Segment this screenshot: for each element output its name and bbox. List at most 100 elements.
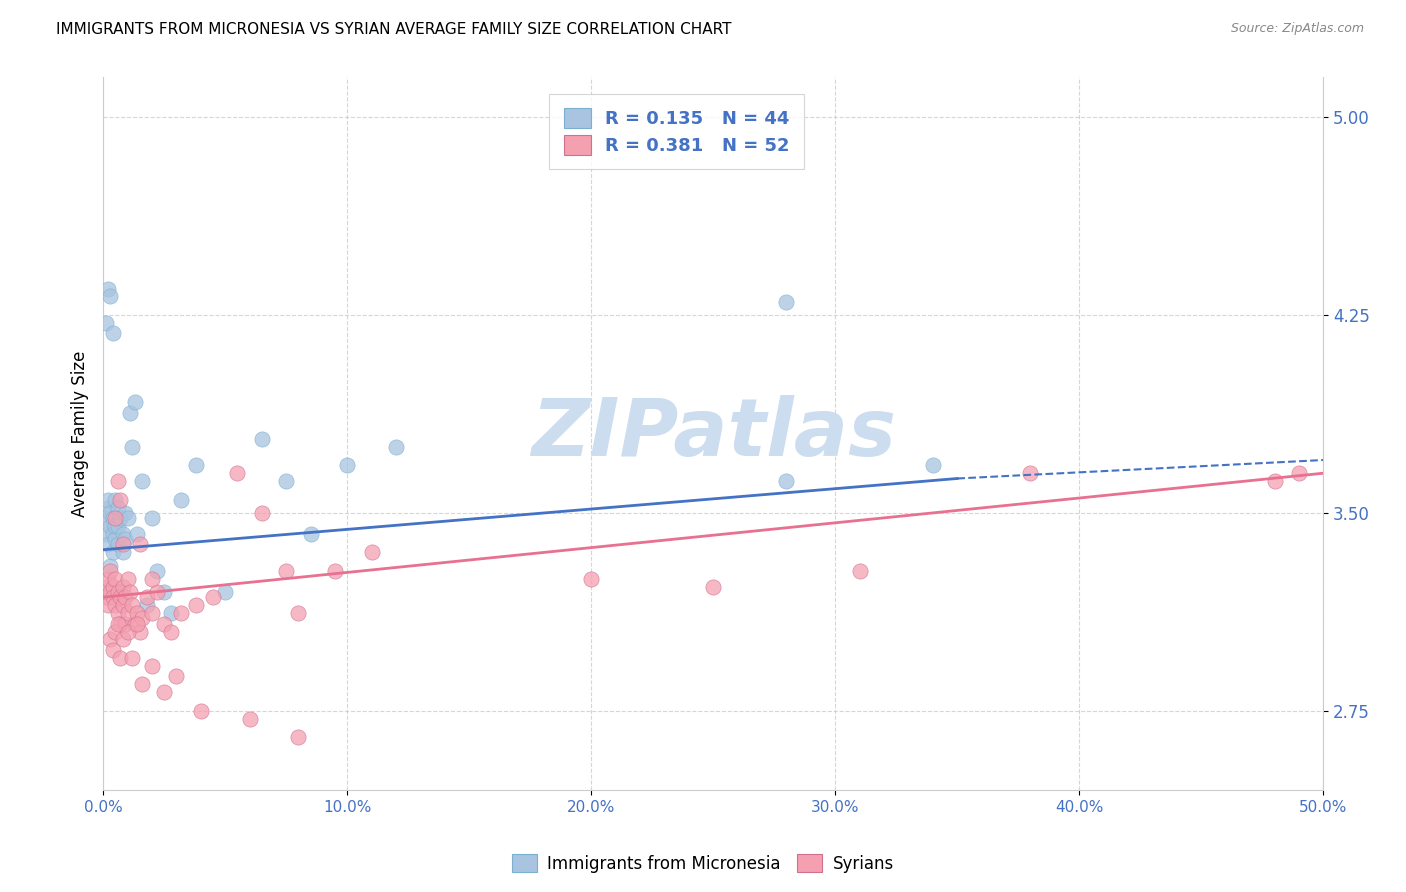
Point — [141, 572, 163, 586]
Point — [214, 585, 236, 599]
Point — [97, 500, 120, 515]
Point — [117, 572, 139, 586]
Point — [108, 616, 131, 631]
Point — [118, 585, 141, 599]
Point — [101, 511, 124, 525]
Point — [104, 598, 127, 612]
Point — [94, 316, 117, 330]
Point — [101, 643, 124, 657]
Point — [385, 440, 408, 454]
Point — [114, 532, 136, 546]
Point — [111, 545, 134, 559]
Point — [94, 580, 117, 594]
Point — [117, 624, 139, 639]
Point — [775, 474, 797, 488]
Point — [128, 537, 150, 551]
Point — [100, 506, 122, 520]
Point — [107, 606, 129, 620]
Point — [101, 545, 124, 559]
Point — [107, 616, 129, 631]
Point — [121, 651, 143, 665]
Point — [111, 632, 134, 647]
Point — [107, 537, 129, 551]
Point — [97, 281, 120, 295]
Point — [107, 474, 129, 488]
Point — [114, 506, 136, 520]
Point — [124, 616, 146, 631]
Point — [100, 519, 122, 533]
Legend: R = 0.135   N = 44, R = 0.381   N = 52: R = 0.135 N = 44, R = 0.381 N = 52 — [550, 94, 804, 169]
Point — [153, 616, 176, 631]
Point — [108, 591, 131, 605]
Point — [170, 492, 193, 507]
Point — [104, 492, 127, 507]
Point — [114, 591, 136, 605]
Point — [94, 591, 117, 605]
Point — [111, 527, 134, 541]
Point — [360, 545, 382, 559]
Point — [127, 616, 149, 631]
Point — [97, 598, 120, 612]
Point — [107, 500, 129, 515]
Point — [121, 440, 143, 454]
Point — [100, 585, 122, 599]
Point — [104, 572, 127, 586]
Point — [104, 624, 127, 639]
Text: Source: ZipAtlas.com: Source: ZipAtlas.com — [1230, 22, 1364, 36]
Point — [121, 598, 143, 612]
Point — [118, 405, 141, 419]
Point — [153, 585, 176, 599]
Point — [131, 611, 153, 625]
Point — [141, 606, 163, 620]
Point — [160, 624, 183, 639]
Point — [336, 458, 359, 473]
Point — [101, 591, 124, 605]
Point — [101, 527, 124, 541]
Point — [170, 606, 193, 620]
Point — [127, 606, 149, 620]
Point — [131, 474, 153, 488]
Point — [184, 458, 207, 473]
Point — [104, 532, 127, 546]
Point — [1019, 467, 1042, 481]
Point — [136, 591, 159, 605]
Point — [250, 506, 273, 520]
Point — [97, 572, 120, 586]
Point — [921, 458, 943, 473]
Point — [111, 598, 134, 612]
Point — [111, 580, 134, 594]
Point — [100, 289, 122, 303]
Point — [250, 432, 273, 446]
Point — [108, 651, 131, 665]
Point — [111, 537, 134, 551]
Point — [276, 474, 298, 488]
Point — [97, 492, 120, 507]
Point — [94, 527, 117, 541]
Point — [1288, 467, 1310, 481]
Point — [128, 624, 150, 639]
Point — [165, 669, 187, 683]
Point — [107, 585, 129, 599]
Point — [108, 585, 131, 599]
Point — [146, 585, 169, 599]
Point — [104, 511, 127, 525]
Point — [107, 519, 129, 533]
Point — [184, 598, 207, 612]
Point — [117, 511, 139, 525]
Point — [114, 616, 136, 631]
Point — [276, 564, 298, 578]
Point — [201, 591, 224, 605]
Point — [97, 537, 120, 551]
Point — [702, 580, 724, 594]
Point — [108, 492, 131, 507]
Point — [848, 564, 870, 578]
Point — [101, 326, 124, 341]
Point — [104, 519, 127, 533]
Point — [299, 527, 322, 541]
Point — [226, 467, 249, 481]
Point — [136, 598, 159, 612]
Point — [323, 564, 346, 578]
Point — [287, 730, 309, 744]
Point — [141, 658, 163, 673]
Point — [579, 572, 602, 586]
